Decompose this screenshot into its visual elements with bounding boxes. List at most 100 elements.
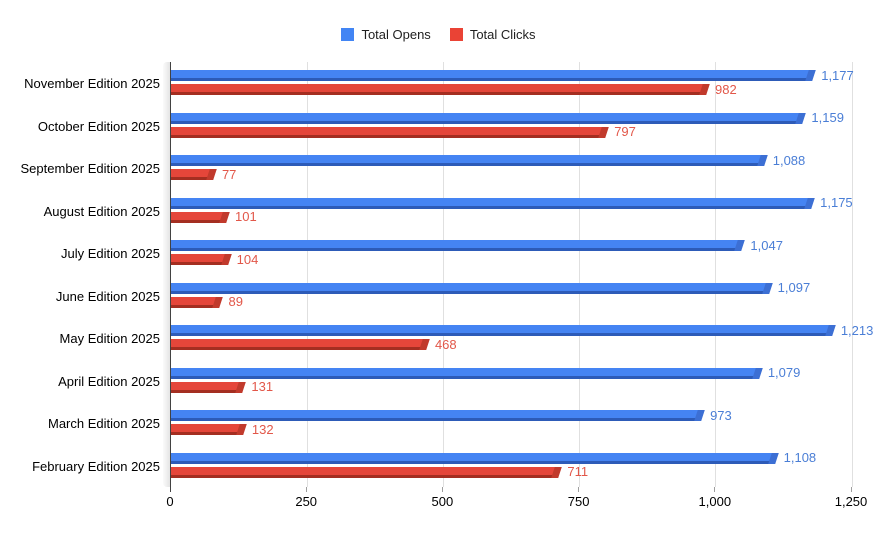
category-label: September Edition 2025	[20, 161, 160, 176]
bar-total-clicks[interactable]	[171, 84, 710, 95]
legend-item-total-opens[interactable]: Total Opens	[341, 27, 431, 42]
x-tick-label: 0	[166, 494, 174, 509]
bar-end-cap	[220, 254, 232, 265]
axis-shadow	[163, 62, 170, 487]
bar-total-opens[interactable]	[171, 367, 763, 379]
bar-total-opens[interactable]	[171, 70, 817, 81]
bar-total-opens[interactable]	[171, 452, 779, 464]
gridline	[579, 62, 581, 487]
bar-total-opens[interactable]	[171, 155, 768, 166]
bar-end-cap	[551, 466, 563, 478]
bar-total-opens[interactable]	[171, 325, 836, 336]
value-label-total-clicks: 982	[714, 81, 737, 97]
bar-end-cap	[699, 84, 710, 95]
bar-total-clicks[interactable]	[171, 466, 563, 478]
value-label-total-clicks: 132	[251, 421, 274, 437]
value-label-total-opens: 1,047	[750, 237, 783, 253]
value-label-total-clicks: 77	[221, 166, 237, 182]
value-label-total-opens: 1,159	[811, 110, 844, 125]
x-tick-label: 250	[295, 494, 318, 509]
value-label-total-opens: 1,097	[777, 280, 811, 295]
legend-swatch-total-clicks-icon	[449, 28, 463, 41]
bar-total-opens[interactable]	[171, 410, 705, 421]
x-tick-label: 500	[431, 494, 454, 509]
bar-end-cap	[419, 339, 430, 350]
value-label-total-opens: 1,177	[821, 67, 854, 83]
bar-total-clicks[interactable]	[171, 381, 247, 393]
category-label: October Edition 2025	[37, 118, 160, 134]
category-label: March Edition 2025	[47, 416, 160, 431]
value-label-total-clicks: 101	[235, 209, 257, 224]
bar-end-cap	[825, 325, 836, 336]
gridline	[851, 62, 853, 487]
bar-end-cap	[761, 282, 773, 294]
bar-total-clicks[interactable]	[171, 169, 217, 180]
bar-end-cap	[598, 126, 609, 138]
gridline	[442, 62, 444, 487]
x-tick-label: 1,000	[698, 494, 732, 509]
bar-total-clicks[interactable]	[171, 211, 230, 223]
bar-total-clicks[interactable]	[171, 126, 609, 138]
x-axis-tick	[850, 487, 852, 492]
plot-area: 1,177 982 1,159 797 1,088 77 1,175 101 1,047 104 1…	[163, 62, 873, 487]
bar-end-cap	[206, 169, 217, 180]
bar-total-opens[interactable]	[171, 240, 746, 251]
bar-total-opens[interactable]	[171, 112, 807, 124]
bar-end-cap	[795, 112, 807, 124]
value-label-total-clicks: 797	[614, 124, 636, 139]
x-axis-tick	[305, 487, 307, 492]
bar-total-opens[interactable]	[171, 282, 773, 294]
value-label-total-clicks: 711	[567, 464, 589, 479]
bar-end-cap	[694, 410, 705, 421]
value-label-total-opens: 1,088	[772, 152, 806, 168]
category-label: May Edition 2025	[59, 331, 160, 346]
category-label: July Edition 2025	[60, 246, 160, 261]
value-label-total-opens: 1,213	[840, 322, 874, 338]
category-label: February Edition 2025	[32, 458, 160, 474]
gridline	[306, 62, 308, 487]
bar-total-clicks[interactable]	[171, 339, 430, 350]
value-label-total-opens: 1,175	[820, 195, 853, 210]
bar-end-cap	[752, 367, 763, 379]
x-axis-tick	[441, 487, 443, 492]
value-label-total-opens: 1,108	[783, 450, 817, 465]
x-axis-tick	[714, 487, 716, 492]
bar-end-cap	[734, 240, 746, 251]
value-label-total-opens: 1,079	[767, 365, 801, 380]
bar-end-cap	[219, 211, 230, 223]
value-label-total-opens: 973	[710, 407, 732, 423]
bar-end-cap	[212, 296, 224, 308]
x-tick-label: 1,250	[834, 494, 868, 509]
x-axis-ticks	[169, 487, 852, 492]
category-label: April Edition 2025	[58, 373, 160, 389]
legend-item-total-clicks[interactable]: Total Clicks	[449, 27, 536, 42]
bar-total-clicks[interactable]	[171, 296, 224, 308]
bar-end-cap	[767, 452, 779, 464]
value-label-total-clicks: 131	[251, 379, 274, 394]
bar-total-opens[interactable]	[171, 197, 815, 209]
bar-end-cap	[756, 155, 768, 166]
x-tick-label: 750	[567, 494, 590, 509]
bar-total-clicks[interactable]	[171, 424, 247, 435]
bar-total-clicks[interactable]	[171, 254, 232, 265]
category-label: June Edition 2025	[55, 288, 160, 304]
category-label: November Edition 2025	[24, 76, 160, 91]
category-label: August Edition 2025	[43, 203, 160, 219]
legend-label-total-clicks: Total Clicks	[469, 27, 536, 42]
x-axis-labels: 0 250 500 750 1,000 1,250	[166, 494, 867, 510]
value-label-total-clicks: 104	[236, 251, 259, 267]
x-axis-tick	[169, 487, 171, 492]
x-axis-tick	[578, 487, 580, 492]
bar-end-cap	[805, 70, 817, 81]
bar-end-cap	[804, 197, 815, 209]
value-label-total-clicks: 468	[434, 336, 457, 352]
legend-label-total-opens: Total Opens	[361, 27, 431, 42]
bar-end-cap	[235, 381, 247, 393]
gridline	[715, 62, 717, 487]
category-axis: November Edition 2025 October Edition 202…	[0, 62, 160, 487]
chart-legend: Total Opens Total Clicks	[0, 27, 877, 42]
legend-swatch-total-opens-icon	[341, 28, 355, 41]
value-label-total-clicks: 89	[228, 294, 243, 309]
bar-end-cap	[236, 424, 247, 435]
